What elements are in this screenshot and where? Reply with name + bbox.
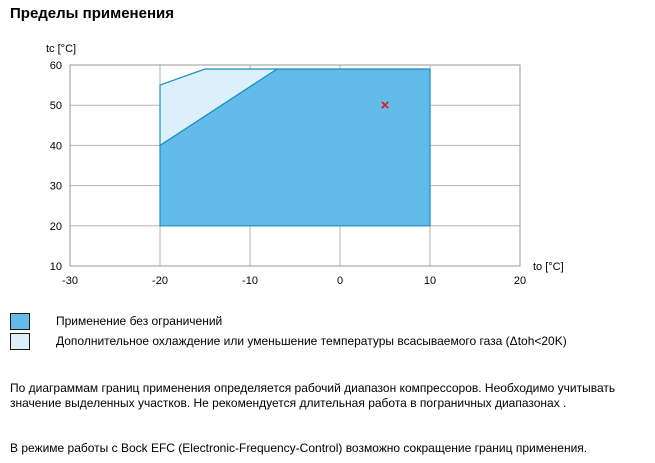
y-tick-label: 10 xyxy=(50,261,62,273)
note-paragraph-efc: В режиме работы с Bock EFC (Electronic-F… xyxy=(10,441,588,455)
y-axis-label: tc [°C] xyxy=(46,43,76,55)
legend-label-extra: Дополнительное охлаждение или уменьшение… xyxy=(56,334,567,348)
chart-regions xyxy=(159,68,431,227)
region-extra-cooling xyxy=(159,68,280,147)
page-title: Пределы применения xyxy=(10,5,174,22)
x-tick-label: 20 xyxy=(514,275,526,287)
chart-ticks: -30 -20 -10 0 10 20 10 20 30 40 50 60 xyxy=(50,60,526,287)
region-unrestricted xyxy=(159,68,431,227)
x-tick-label: -10 xyxy=(242,275,258,287)
y-tick-label: 30 xyxy=(50,181,62,193)
application-limits-chart: -30 -20 -10 0 10 20 10 20 30 40 50 60 tc [°C] to [°… xyxy=(46,43,564,287)
x-tick-label: -20 xyxy=(152,275,168,287)
plot-frame xyxy=(69,64,521,267)
x-tick-label: -30 xyxy=(62,275,78,287)
legend-swatch-extra xyxy=(10,333,30,350)
y-tick-label: 40 xyxy=(50,140,62,152)
y-tick-label: 50 xyxy=(50,100,62,112)
legend-label-main: Применение без ограничений xyxy=(56,314,223,328)
x-axis-label: to [°C] xyxy=(533,261,564,273)
legend-swatch-main xyxy=(10,313,30,330)
y-tick-label: 20 xyxy=(50,221,62,233)
y-tick-label: 60 xyxy=(50,60,62,72)
x-tick-label: 0 xyxy=(337,275,343,287)
operating-point-cross-icon: × xyxy=(381,97,390,114)
x-tick-label: 10 xyxy=(424,275,436,287)
note-paragraph-limits: По диаграммам границ применения определя… xyxy=(10,381,616,410)
operating-point-marker: × xyxy=(381,97,390,114)
